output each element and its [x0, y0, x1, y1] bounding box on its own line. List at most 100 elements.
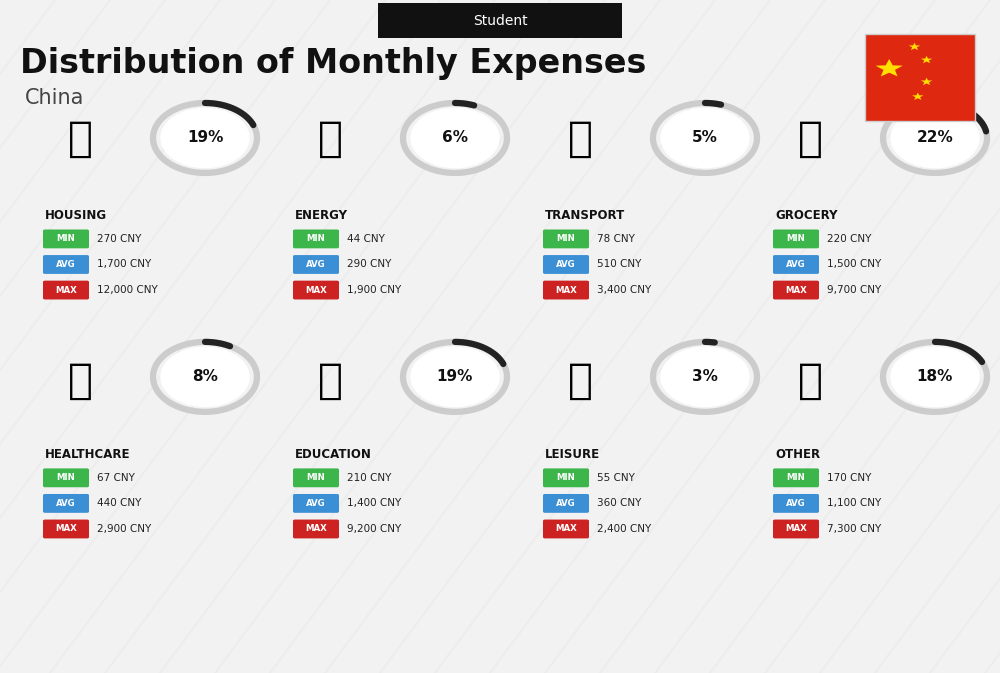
Polygon shape [909, 42, 920, 50]
Text: EDUCATION: EDUCATION [295, 448, 372, 460]
Text: 18%: 18% [917, 369, 953, 384]
Text: 1,700 CNY: 1,700 CNY [97, 260, 151, 269]
Text: 🔌: 🔌 [317, 118, 342, 160]
Text: 1,500 CNY: 1,500 CNY [827, 260, 881, 269]
FancyBboxPatch shape [293, 520, 339, 538]
Text: 6%: 6% [442, 131, 468, 145]
Text: 19%: 19% [187, 131, 223, 145]
FancyBboxPatch shape [543, 468, 589, 487]
Text: 290 CNY: 290 CNY [347, 260, 391, 269]
Text: 💓: 💓 [68, 360, 92, 402]
Text: 78 CNY: 78 CNY [597, 234, 635, 244]
Text: 1,400 CNY: 1,400 CNY [347, 499, 401, 508]
Text: AVG: AVG [56, 499, 76, 508]
Text: 💰: 💰 [798, 360, 822, 402]
Text: Distribution of Monthly Expenses: Distribution of Monthly Expenses [20, 47, 646, 81]
Text: OTHER: OTHER [775, 448, 820, 460]
Text: MAX: MAX [305, 524, 327, 534]
Text: AVG: AVG [306, 260, 326, 269]
Circle shape [161, 108, 249, 168]
Text: 1,100 CNY: 1,100 CNY [827, 499, 881, 508]
Text: MIN: MIN [57, 234, 75, 244]
Text: LEISURE: LEISURE [545, 448, 600, 460]
Text: MAX: MAX [785, 285, 807, 295]
FancyBboxPatch shape [773, 229, 819, 248]
Text: 2,900 CNY: 2,900 CNY [97, 524, 151, 534]
FancyBboxPatch shape [543, 281, 589, 299]
Text: 7,300 CNY: 7,300 CNY [827, 524, 881, 534]
Text: MAX: MAX [555, 285, 577, 295]
Text: 510 CNY: 510 CNY [597, 260, 641, 269]
Circle shape [411, 347, 499, 406]
Text: MIN: MIN [557, 234, 575, 244]
Polygon shape [912, 93, 924, 100]
Circle shape [161, 347, 249, 406]
Text: 19%: 19% [437, 369, 473, 384]
Text: MAX: MAX [55, 285, 77, 295]
Polygon shape [876, 59, 903, 77]
Text: GROCERY: GROCERY [775, 209, 838, 221]
Text: AVG: AVG [786, 260, 806, 269]
FancyBboxPatch shape [43, 281, 89, 299]
Text: Student: Student [473, 14, 527, 28]
Text: 22%: 22% [917, 131, 953, 145]
Text: 210 CNY: 210 CNY [347, 473, 391, 483]
Text: MIN: MIN [57, 473, 75, 483]
FancyBboxPatch shape [865, 34, 975, 121]
Text: 🚌: 🚌 [568, 118, 593, 160]
Text: AVG: AVG [786, 499, 806, 508]
Text: MAX: MAX [555, 524, 577, 534]
FancyBboxPatch shape [543, 229, 589, 248]
Text: 🎓: 🎓 [317, 360, 342, 402]
Circle shape [891, 108, 979, 168]
FancyBboxPatch shape [773, 255, 819, 274]
Text: 🏢: 🏢 [68, 118, 92, 160]
Text: 3,400 CNY: 3,400 CNY [597, 285, 651, 295]
Text: HEALTHCARE: HEALTHCARE [45, 448, 130, 460]
Text: MAX: MAX [785, 524, 807, 534]
FancyBboxPatch shape [378, 3, 622, 38]
FancyBboxPatch shape [543, 520, 589, 538]
FancyBboxPatch shape [293, 468, 339, 487]
Text: TRANSPORT: TRANSPORT [545, 209, 625, 221]
Text: MIN: MIN [307, 234, 325, 244]
Text: 🛒: 🛒 [798, 118, 822, 160]
Text: MIN: MIN [557, 473, 575, 483]
FancyBboxPatch shape [43, 255, 89, 274]
Circle shape [661, 108, 749, 168]
FancyBboxPatch shape [773, 494, 819, 513]
FancyBboxPatch shape [293, 255, 339, 274]
Text: 360 CNY: 360 CNY [597, 499, 641, 508]
Text: AVG: AVG [556, 499, 576, 508]
Text: 170 CNY: 170 CNY [827, 473, 871, 483]
FancyBboxPatch shape [43, 520, 89, 538]
Circle shape [891, 347, 979, 406]
Text: MAX: MAX [55, 524, 77, 534]
FancyBboxPatch shape [773, 520, 819, 538]
FancyBboxPatch shape [293, 494, 339, 513]
FancyBboxPatch shape [773, 281, 819, 299]
Text: MIN: MIN [787, 234, 805, 244]
Text: 440 CNY: 440 CNY [97, 499, 141, 508]
Text: AVG: AVG [556, 260, 576, 269]
Text: 270 CNY: 270 CNY [97, 234, 141, 244]
Text: AVG: AVG [306, 499, 326, 508]
Text: 9,700 CNY: 9,700 CNY [827, 285, 881, 295]
Text: 🛍️: 🛍️ [568, 360, 593, 402]
FancyBboxPatch shape [773, 468, 819, 487]
Text: China: China [25, 87, 84, 108]
Text: MAX: MAX [305, 285, 327, 295]
Text: ENERGY: ENERGY [295, 209, 348, 221]
Text: MIN: MIN [787, 473, 805, 483]
Text: 5%: 5% [692, 131, 718, 145]
FancyBboxPatch shape [43, 229, 89, 248]
Polygon shape [921, 56, 932, 63]
Text: 9,200 CNY: 9,200 CNY [347, 524, 401, 534]
Text: 12,000 CNY: 12,000 CNY [97, 285, 158, 295]
Text: 55 CNY: 55 CNY [597, 473, 635, 483]
Text: MIN: MIN [307, 473, 325, 483]
FancyBboxPatch shape [543, 494, 589, 513]
Text: 8%: 8% [192, 369, 218, 384]
FancyBboxPatch shape [43, 494, 89, 513]
Circle shape [411, 108, 499, 168]
